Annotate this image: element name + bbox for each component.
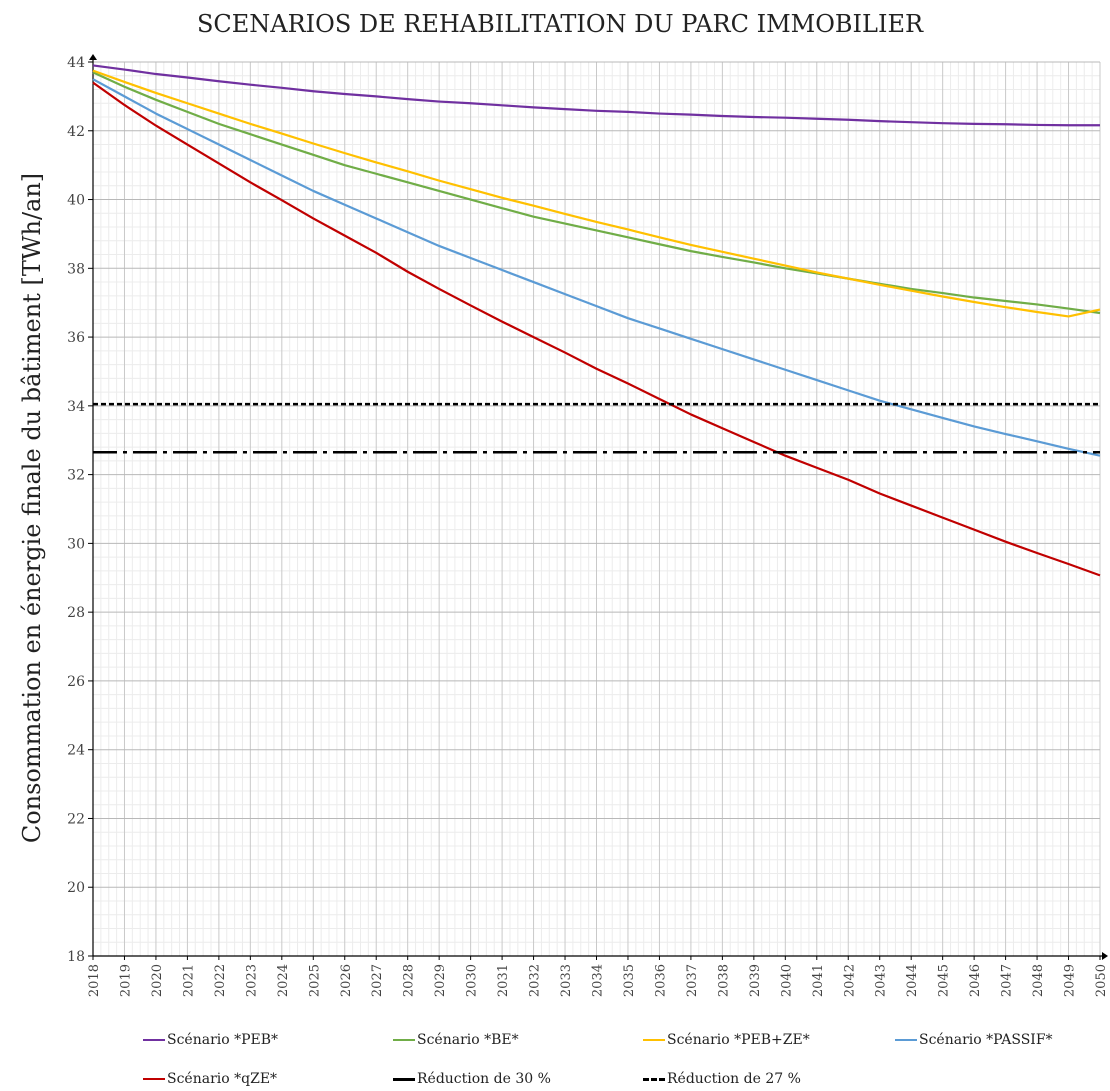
y-axis-label: Consommation en énergie finale du bâtime… [18,173,46,843]
series-line [92,78,1101,457]
y-tick-label: 38 [67,261,85,277]
x-tick-label: 2036 [653,964,668,997]
y-tick-label: 36 [67,330,85,346]
x-tick-label: 2029 [433,964,448,997]
y-tick-label: 26 [67,674,85,690]
chart-title: SCENARIOS DE REHABILITATION DU PARC IMMO… [197,10,924,38]
x-tick-label: 2026 [339,964,354,997]
x-tick-label: 2027 [370,964,385,997]
x-tick-label: 2025 [307,964,322,997]
x-tick-label: 2035 [622,964,637,997]
x-tick-label: 2038 [716,964,731,997]
y-tick-label: 44 [67,55,85,71]
x-tick-label: 2024 [276,964,291,997]
x-tick-label: 2034 [591,964,606,997]
y-tick-label: 30 [67,536,85,552]
y-tick-label: 20 [67,880,85,896]
y-tick-label: 40 [67,193,85,209]
x-tick-label: 2050 [1094,964,1109,997]
y-axis-arrow [89,54,97,60]
y-tick-label: 34 [67,399,85,415]
x-tick-label: 2021 [181,964,196,997]
x-tick-label: 2028 [402,964,417,997]
x-tick-label: 2046 [968,964,983,997]
x-tick-label: 2020 [150,964,165,997]
x-tick-label: 2047 [1000,964,1015,997]
chart-grid [92,61,1101,957]
y-tick-label: 32 [67,468,85,484]
y-tick-label: 42 [67,124,85,140]
chart-axes [88,54,1108,960]
x-tick-label: 2037 [685,964,700,997]
y-tick-label: 24 [67,743,85,759]
x-tick-label: 2045 [937,964,952,997]
x-tick-label: 2032 [528,964,543,997]
x-tick-label: 2040 [779,964,794,997]
x-tick-label: 2019 [118,964,133,997]
x-tick-label: 2041 [811,964,826,997]
series-line [92,71,1101,315]
series-line [92,69,1101,318]
x-tick-label: 2048 [1031,964,1046,997]
series-line [92,64,1100,127]
y-tick-label: 22 [67,811,85,827]
x-tick-label: 2022 [213,964,228,997]
y-tick-label: 28 [67,605,85,621]
x-tick-label: 2031 [496,964,511,997]
y-tick-label: 18 [67,949,85,965]
x-tick-label: 2042 [842,964,857,997]
x-tick-label: 2044 [905,964,920,997]
x-tick-label: 2030 [465,964,480,997]
x-axis-arrow [1102,952,1108,960]
series-lines [92,64,1101,577]
x-tick-label: 2039 [748,964,763,997]
series-line [92,81,1101,577]
x-tick-label: 2043 [874,964,889,997]
x-tick-label: 2018 [87,964,102,997]
x-tick-label: 2049 [1063,964,1078,997]
x-tick-label: 2033 [559,964,574,997]
x-tick-label: 2023 [244,964,259,997]
